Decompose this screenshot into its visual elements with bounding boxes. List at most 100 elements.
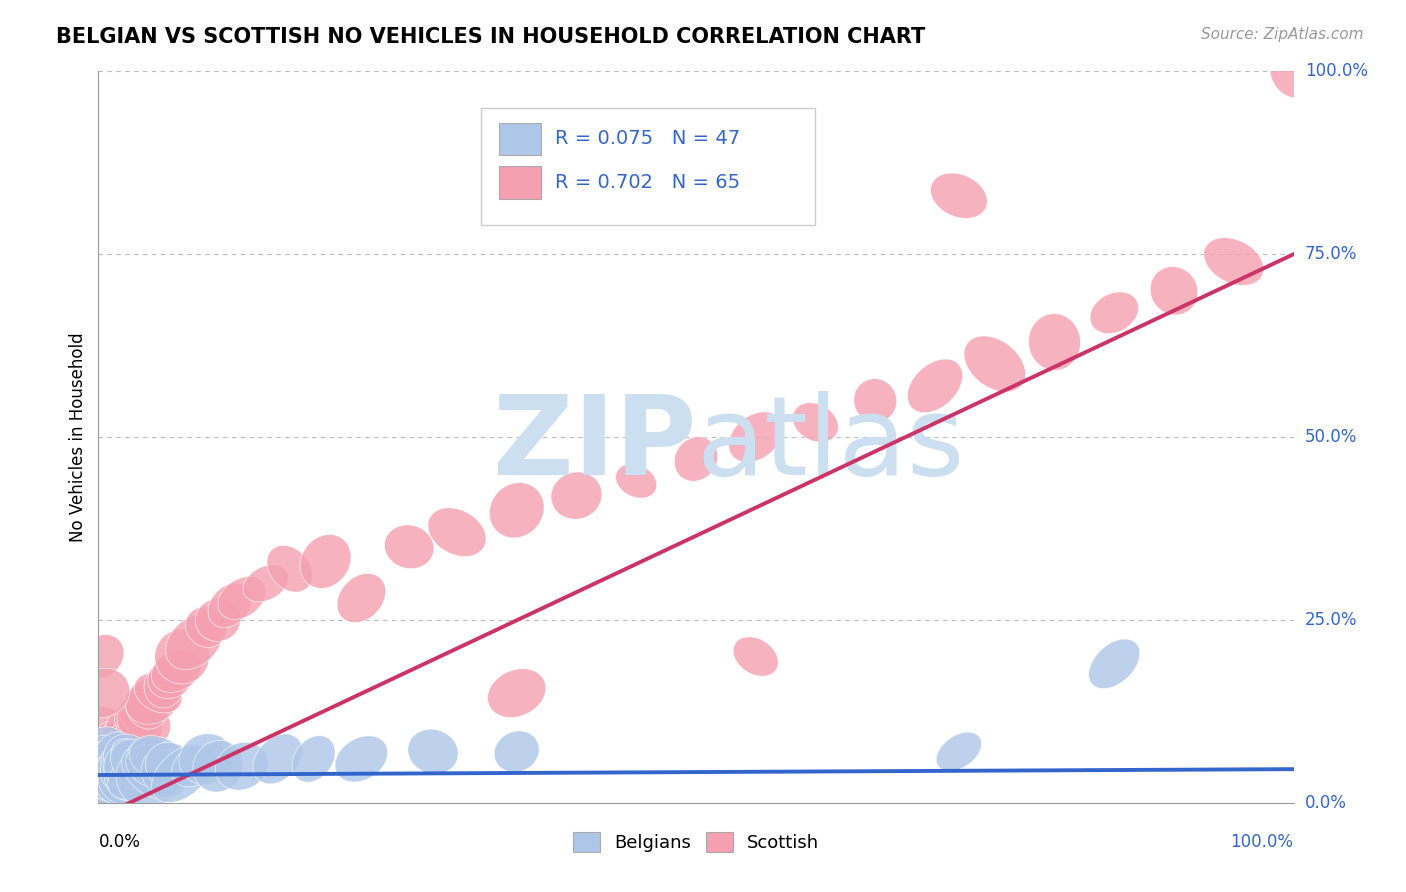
- Ellipse shape: [124, 738, 169, 780]
- Ellipse shape: [129, 736, 187, 782]
- Text: 0.0%: 0.0%: [98, 833, 141, 851]
- Ellipse shape: [80, 756, 127, 806]
- Ellipse shape: [728, 412, 783, 462]
- Ellipse shape: [101, 730, 152, 773]
- Ellipse shape: [89, 735, 135, 782]
- Ellipse shape: [87, 740, 143, 792]
- Ellipse shape: [94, 732, 153, 785]
- Ellipse shape: [1150, 267, 1198, 315]
- Legend: Belgians, Scottish: Belgians, Scottish: [565, 824, 827, 860]
- Ellipse shape: [616, 464, 657, 498]
- Ellipse shape: [114, 701, 159, 744]
- Text: R = 0.702   N = 65: R = 0.702 N = 65: [555, 173, 740, 192]
- Ellipse shape: [179, 733, 233, 784]
- Ellipse shape: [98, 756, 150, 805]
- Ellipse shape: [104, 747, 150, 800]
- Ellipse shape: [90, 752, 135, 795]
- Text: 75.0%: 75.0%: [1305, 245, 1357, 263]
- Ellipse shape: [117, 706, 162, 753]
- Ellipse shape: [77, 765, 134, 811]
- Ellipse shape: [110, 723, 153, 766]
- Ellipse shape: [143, 664, 184, 708]
- Ellipse shape: [117, 699, 170, 745]
- Ellipse shape: [87, 750, 145, 797]
- Ellipse shape: [907, 359, 963, 413]
- Ellipse shape: [172, 746, 217, 787]
- Ellipse shape: [215, 742, 269, 790]
- Ellipse shape: [1204, 237, 1264, 285]
- Ellipse shape: [489, 483, 544, 538]
- Ellipse shape: [145, 742, 195, 790]
- Ellipse shape: [853, 378, 897, 423]
- Y-axis label: No Vehicles in Household: No Vehicles in Household: [69, 332, 87, 542]
- Ellipse shape: [96, 752, 146, 796]
- Text: 0.0%: 0.0%: [1305, 794, 1347, 812]
- Ellipse shape: [1270, 45, 1317, 98]
- Ellipse shape: [73, 749, 128, 797]
- Text: atlas: atlas: [696, 391, 965, 498]
- Ellipse shape: [155, 629, 209, 684]
- Text: BELGIAN VS SCOTTISH NO VEHICLES IN HOUSEHOLD CORRELATION CHART: BELGIAN VS SCOTTISH NO VEHICLES IN HOUSE…: [56, 27, 925, 46]
- Ellipse shape: [965, 336, 1025, 392]
- Ellipse shape: [135, 673, 181, 713]
- Ellipse shape: [195, 599, 240, 641]
- Ellipse shape: [793, 402, 838, 442]
- Ellipse shape: [125, 686, 167, 729]
- FancyBboxPatch shape: [481, 108, 815, 225]
- Ellipse shape: [86, 751, 129, 797]
- Ellipse shape: [94, 724, 148, 779]
- Ellipse shape: [125, 745, 179, 788]
- Ellipse shape: [335, 736, 388, 782]
- Text: ZIP: ZIP: [492, 391, 696, 498]
- Ellipse shape: [72, 741, 129, 791]
- Ellipse shape: [1088, 639, 1140, 689]
- Ellipse shape: [243, 565, 288, 602]
- Ellipse shape: [80, 726, 138, 777]
- Text: Source: ZipAtlas.com: Source: ZipAtlas.com: [1201, 27, 1364, 42]
- Ellipse shape: [292, 736, 335, 782]
- Ellipse shape: [148, 658, 193, 698]
- Ellipse shape: [105, 708, 163, 765]
- FancyBboxPatch shape: [499, 122, 541, 155]
- Ellipse shape: [103, 720, 148, 755]
- Ellipse shape: [115, 752, 172, 810]
- Ellipse shape: [87, 720, 135, 769]
- Ellipse shape: [931, 173, 987, 219]
- Ellipse shape: [337, 574, 385, 623]
- Ellipse shape: [495, 731, 538, 772]
- Ellipse shape: [79, 706, 129, 753]
- Ellipse shape: [186, 607, 226, 648]
- Ellipse shape: [384, 524, 434, 569]
- Ellipse shape: [100, 748, 139, 784]
- Ellipse shape: [105, 706, 153, 753]
- Ellipse shape: [100, 741, 152, 791]
- Ellipse shape: [104, 734, 153, 784]
- Ellipse shape: [104, 740, 157, 792]
- Ellipse shape: [936, 732, 981, 771]
- Ellipse shape: [94, 727, 136, 776]
- Ellipse shape: [111, 739, 157, 779]
- Text: 50.0%: 50.0%: [1305, 428, 1357, 446]
- Ellipse shape: [89, 747, 148, 801]
- Ellipse shape: [80, 749, 131, 797]
- Ellipse shape: [299, 534, 352, 589]
- Ellipse shape: [83, 744, 121, 789]
- Ellipse shape: [152, 745, 212, 803]
- Ellipse shape: [83, 751, 138, 796]
- Ellipse shape: [120, 694, 163, 736]
- Ellipse shape: [89, 738, 138, 780]
- Ellipse shape: [111, 739, 170, 793]
- Ellipse shape: [80, 634, 124, 679]
- Ellipse shape: [141, 749, 187, 797]
- Ellipse shape: [76, 668, 129, 718]
- Ellipse shape: [79, 731, 135, 787]
- Ellipse shape: [96, 722, 139, 767]
- Ellipse shape: [427, 508, 486, 557]
- Ellipse shape: [218, 576, 266, 619]
- Ellipse shape: [94, 734, 146, 784]
- Ellipse shape: [733, 637, 779, 676]
- Ellipse shape: [408, 729, 458, 774]
- Ellipse shape: [91, 738, 146, 795]
- Ellipse shape: [84, 740, 136, 792]
- Text: R = 0.075   N = 47: R = 0.075 N = 47: [555, 129, 740, 148]
